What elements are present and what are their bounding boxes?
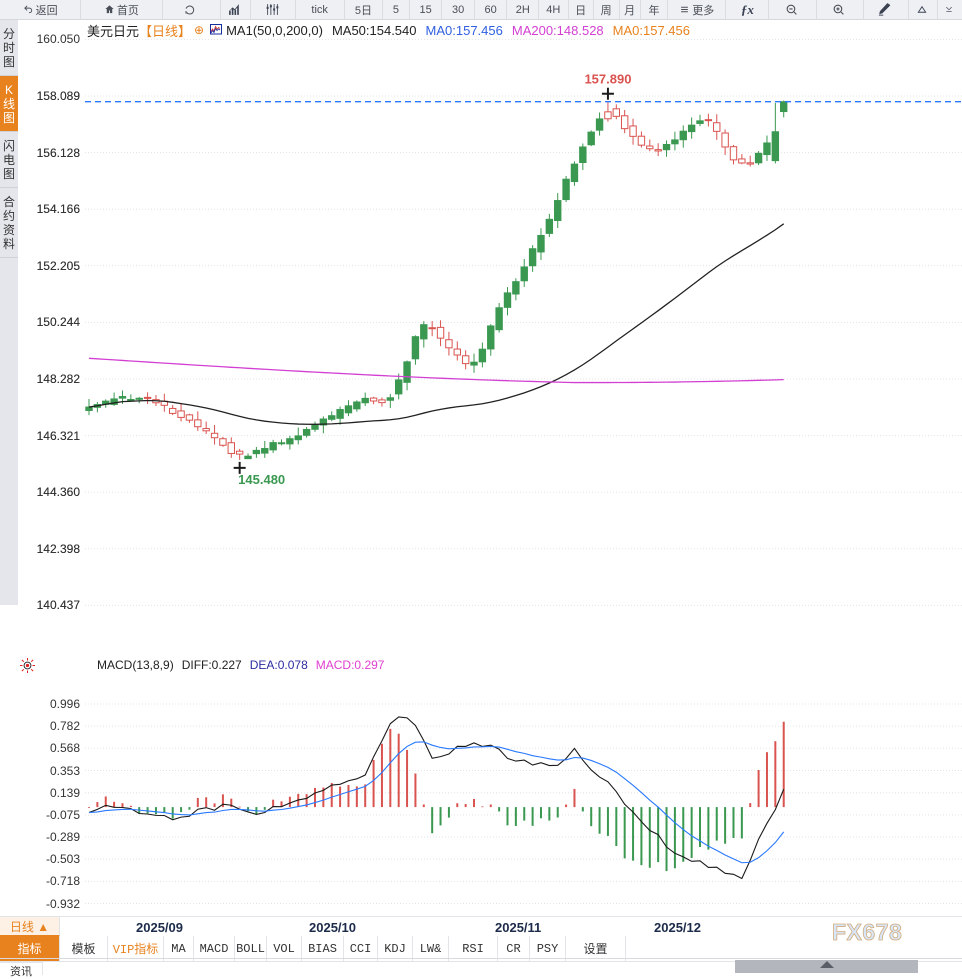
svg-text:157.890: 157.890 — [584, 72, 631, 87]
svg-text:145.480: 145.480 — [238, 472, 285, 487]
